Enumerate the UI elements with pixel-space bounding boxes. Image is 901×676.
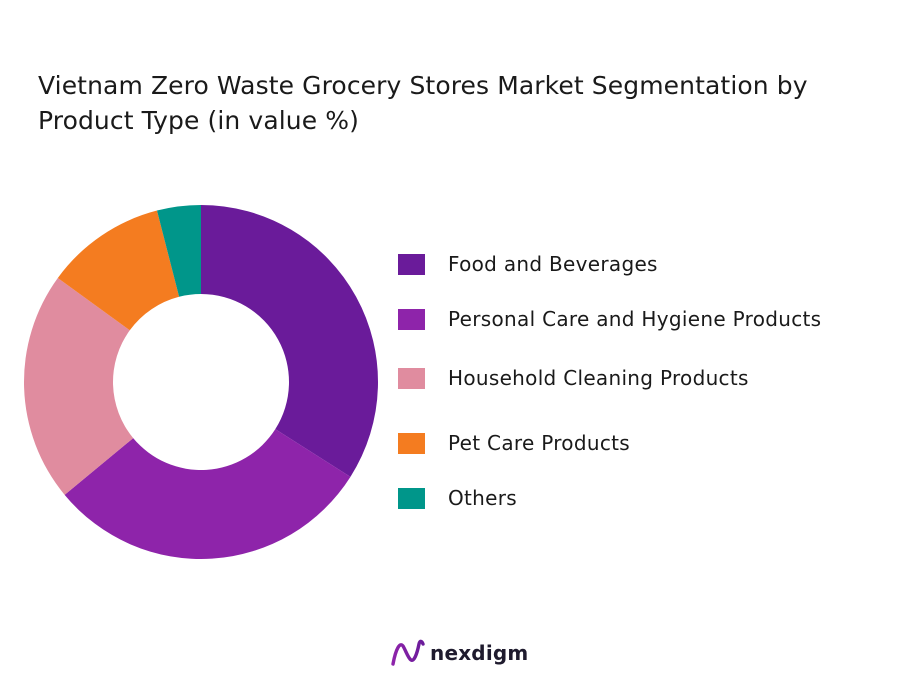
slice-household-cleaning-products	[24, 277, 134, 495]
slice-others	[156, 205, 201, 297]
slice-personal-care-and-hygiene-products	[64, 429, 351, 559]
brand-name: nexdigm	[430, 641, 529, 665]
nexdigm-logo-icon	[391, 639, 425, 666]
slice-food-and-beverages	[201, 205, 378, 477]
brand-logo: nexdigm	[390, 636, 528, 670]
donut-slices	[24, 205, 378, 559]
chart-title: Vietnam Zero Waste Grocery Stores Market…	[38, 71, 808, 135]
slice-pet-care-products	[57, 210, 180, 331]
